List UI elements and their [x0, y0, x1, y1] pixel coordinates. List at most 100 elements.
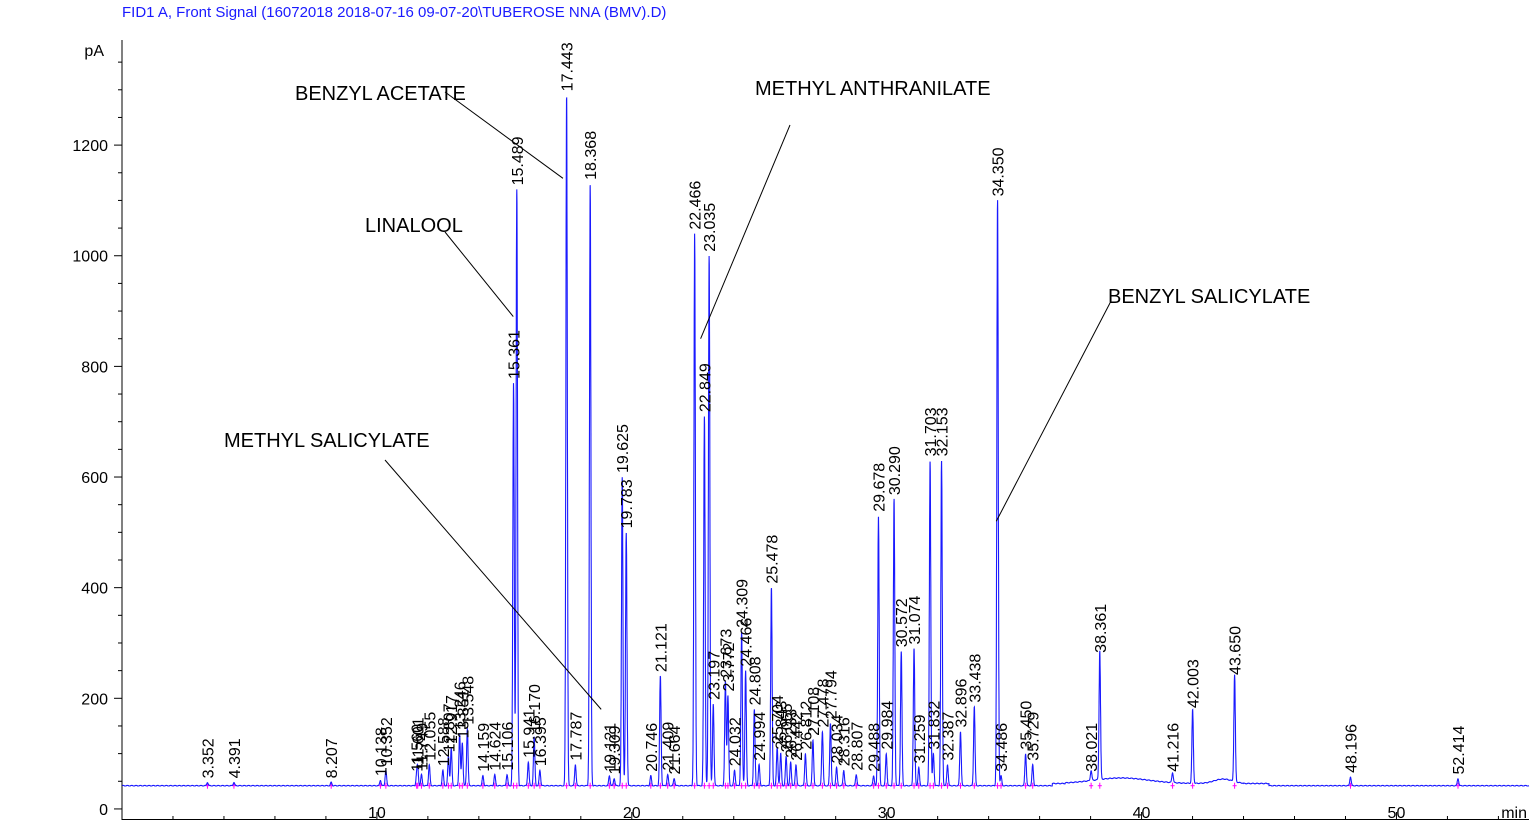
peak-label: 25.843: [774, 701, 791, 750]
x-tick-label: 30: [878, 805, 896, 820]
y-tick-label: 200: [81, 691, 108, 708]
compound-annotation: BENZYL ACETATE: [295, 83, 466, 105]
peak-label: 26.442: [789, 712, 806, 761]
peak-label: 3.352: [200, 738, 217, 778]
annotation-leader: [444, 231, 514, 317]
peak-label: 15.106: [500, 722, 517, 771]
x-tick-label: 10: [368, 805, 386, 820]
x-tick-label: 20: [623, 805, 641, 820]
peak-label: 32.896: [953, 678, 970, 727]
peak-label: 27.108: [806, 687, 823, 736]
peak-label: 32.153: [935, 407, 952, 456]
peak-label: 12.807: [441, 703, 458, 752]
peak-label: 10.138: [373, 727, 390, 776]
y-tick-label: 400: [81, 581, 108, 598]
peak-label: 27.794: [823, 670, 840, 719]
peak-label: 26.812: [798, 701, 815, 750]
peak-label: 41.216: [1166, 723, 1183, 772]
peak-label: 13.351: [455, 690, 472, 739]
peak-label: 14.159: [476, 723, 493, 772]
compound-annotations: BENZYL ACETATE METHYL ANTHRANILATE LINALOO…: [224, 78, 1310, 710]
peak-label: 24.309: [735, 579, 752, 628]
peak-label: 26.055: [779, 703, 796, 752]
signal-trace: [121, 97, 1530, 787]
peak-label: 34.486: [994, 723, 1011, 772]
annotation-leader: [444, 91, 564, 179]
peak-label: 31.703: [923, 407, 940, 456]
peak-label: 35.729: [1026, 712, 1043, 761]
peak-label: 20.746: [644, 723, 661, 772]
peak-label: 35.450: [1019, 701, 1036, 750]
compound-annotation: LINALOOL: [365, 215, 463, 237]
peak-label: 12.588: [436, 717, 453, 766]
peak-label: 11.601: [411, 717, 428, 765]
peak-label: 4.391: [227, 738, 244, 778]
peak-label: 31.259: [912, 714, 929, 763]
peak-label: 21.409: [661, 722, 678, 771]
peak-label: 15.941: [521, 709, 538, 758]
peak-label: 24.466: [739, 618, 756, 667]
peak-label: 22.466: [688, 181, 705, 230]
peak-label: 19.121: [602, 723, 619, 772]
peak-label: 28.807: [849, 722, 866, 771]
peak-label: 29.678: [871, 463, 888, 512]
peak-label: 13.548: [460, 676, 477, 725]
peak-label: 34.350: [991, 147, 1008, 196]
peak-label: 25.704: [770, 695, 787, 744]
peak-label: 23.673: [718, 629, 735, 678]
y-tick-label: 600: [81, 470, 108, 487]
signal-title: FID1 A, Front Signal (16072018 2018-07-1…: [122, 4, 667, 21]
peak-label: 15.361: [507, 330, 524, 379]
peak-label: 27.478: [815, 678, 832, 727]
peak-label: 24.032: [728, 717, 745, 766]
peak-label: 48.196: [1343, 724, 1360, 773]
compound-annotation: METHYL SALICYLATE: [224, 430, 430, 452]
peak-label: 28.034: [830, 714, 847, 763]
peak-label: 11.560: [410, 724, 427, 772]
peak-label: 16.395: [533, 717, 550, 766]
peak-label: 23.197: [706, 651, 723, 700]
peak-label: 13.246: [453, 681, 470, 730]
compound-annotation: METHYL ANTHRANILATE: [755, 78, 991, 100]
peak-label: 43.650: [1228, 626, 1245, 675]
peak-label: 30.290: [887, 446, 904, 495]
peak-label: 15.489: [510, 136, 527, 185]
peak-label: 21.121: [653, 623, 670, 672]
peak-label: 8.207: [324, 738, 341, 778]
peak-label: 19.783: [619, 479, 636, 528]
peak-label: 33.438: [967, 654, 984, 703]
annotation-leader: [700, 124, 791, 339]
peak-label: 14.624: [488, 722, 505, 771]
annotation-leader: [995, 302, 1111, 522]
peak-label: 29.984: [879, 701, 896, 750]
peak-label: 38.361: [1093, 604, 1110, 653]
peak-label: 17.443: [560, 42, 577, 91]
peak-label: 12.055: [422, 712, 439, 761]
peak-label: 28.316: [837, 717, 854, 766]
peak-label: 52.414: [1451, 725, 1468, 774]
y-tick-label: 1200: [72, 138, 108, 155]
peak-label: 11.749: [414, 723, 431, 771]
peak-label: 24.808: [747, 656, 764, 705]
peak-label: 19.309: [607, 725, 624, 774]
integration-marks: [205, 782, 1461, 789]
peak-label: 17.787: [568, 712, 585, 761]
x-axis-label: min: [1501, 805, 1527, 820]
peak-label: 25.478: [764, 535, 781, 584]
y-tick-label: 800: [81, 359, 108, 376]
peak-label: 22.849: [697, 363, 714, 412]
peak-label: 23.035: [702, 203, 719, 252]
x-tick-label: 40: [1133, 805, 1151, 820]
peak-label: 42.003: [1186, 659, 1203, 708]
peak-label: 18.368: [583, 131, 600, 180]
peak-label: 21.664: [667, 725, 684, 774]
peak-label: 29.488: [867, 723, 884, 772]
peak-label: 24.994: [752, 712, 769, 761]
y-axis-label: pA: [84, 43, 104, 60]
peak-label: 12.917: [444, 695, 461, 744]
peak-label: 32.387: [941, 712, 958, 761]
peak-label: 26.233: [784, 709, 801, 758]
y-tick-label: 0: [99, 802, 108, 819]
